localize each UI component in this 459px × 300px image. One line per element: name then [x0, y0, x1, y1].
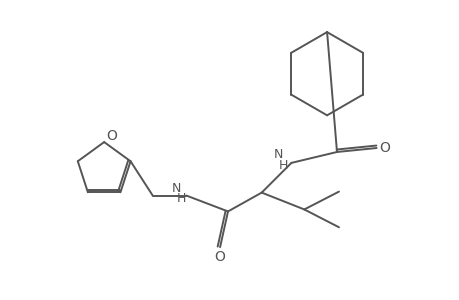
- Text: O: O: [214, 250, 225, 264]
- Text: O: O: [106, 129, 118, 143]
- Text: N: N: [172, 182, 181, 195]
- Text: O: O: [378, 141, 389, 155]
- Text: H: H: [177, 192, 186, 205]
- Text: N: N: [274, 148, 283, 161]
- Text: H: H: [279, 159, 288, 172]
